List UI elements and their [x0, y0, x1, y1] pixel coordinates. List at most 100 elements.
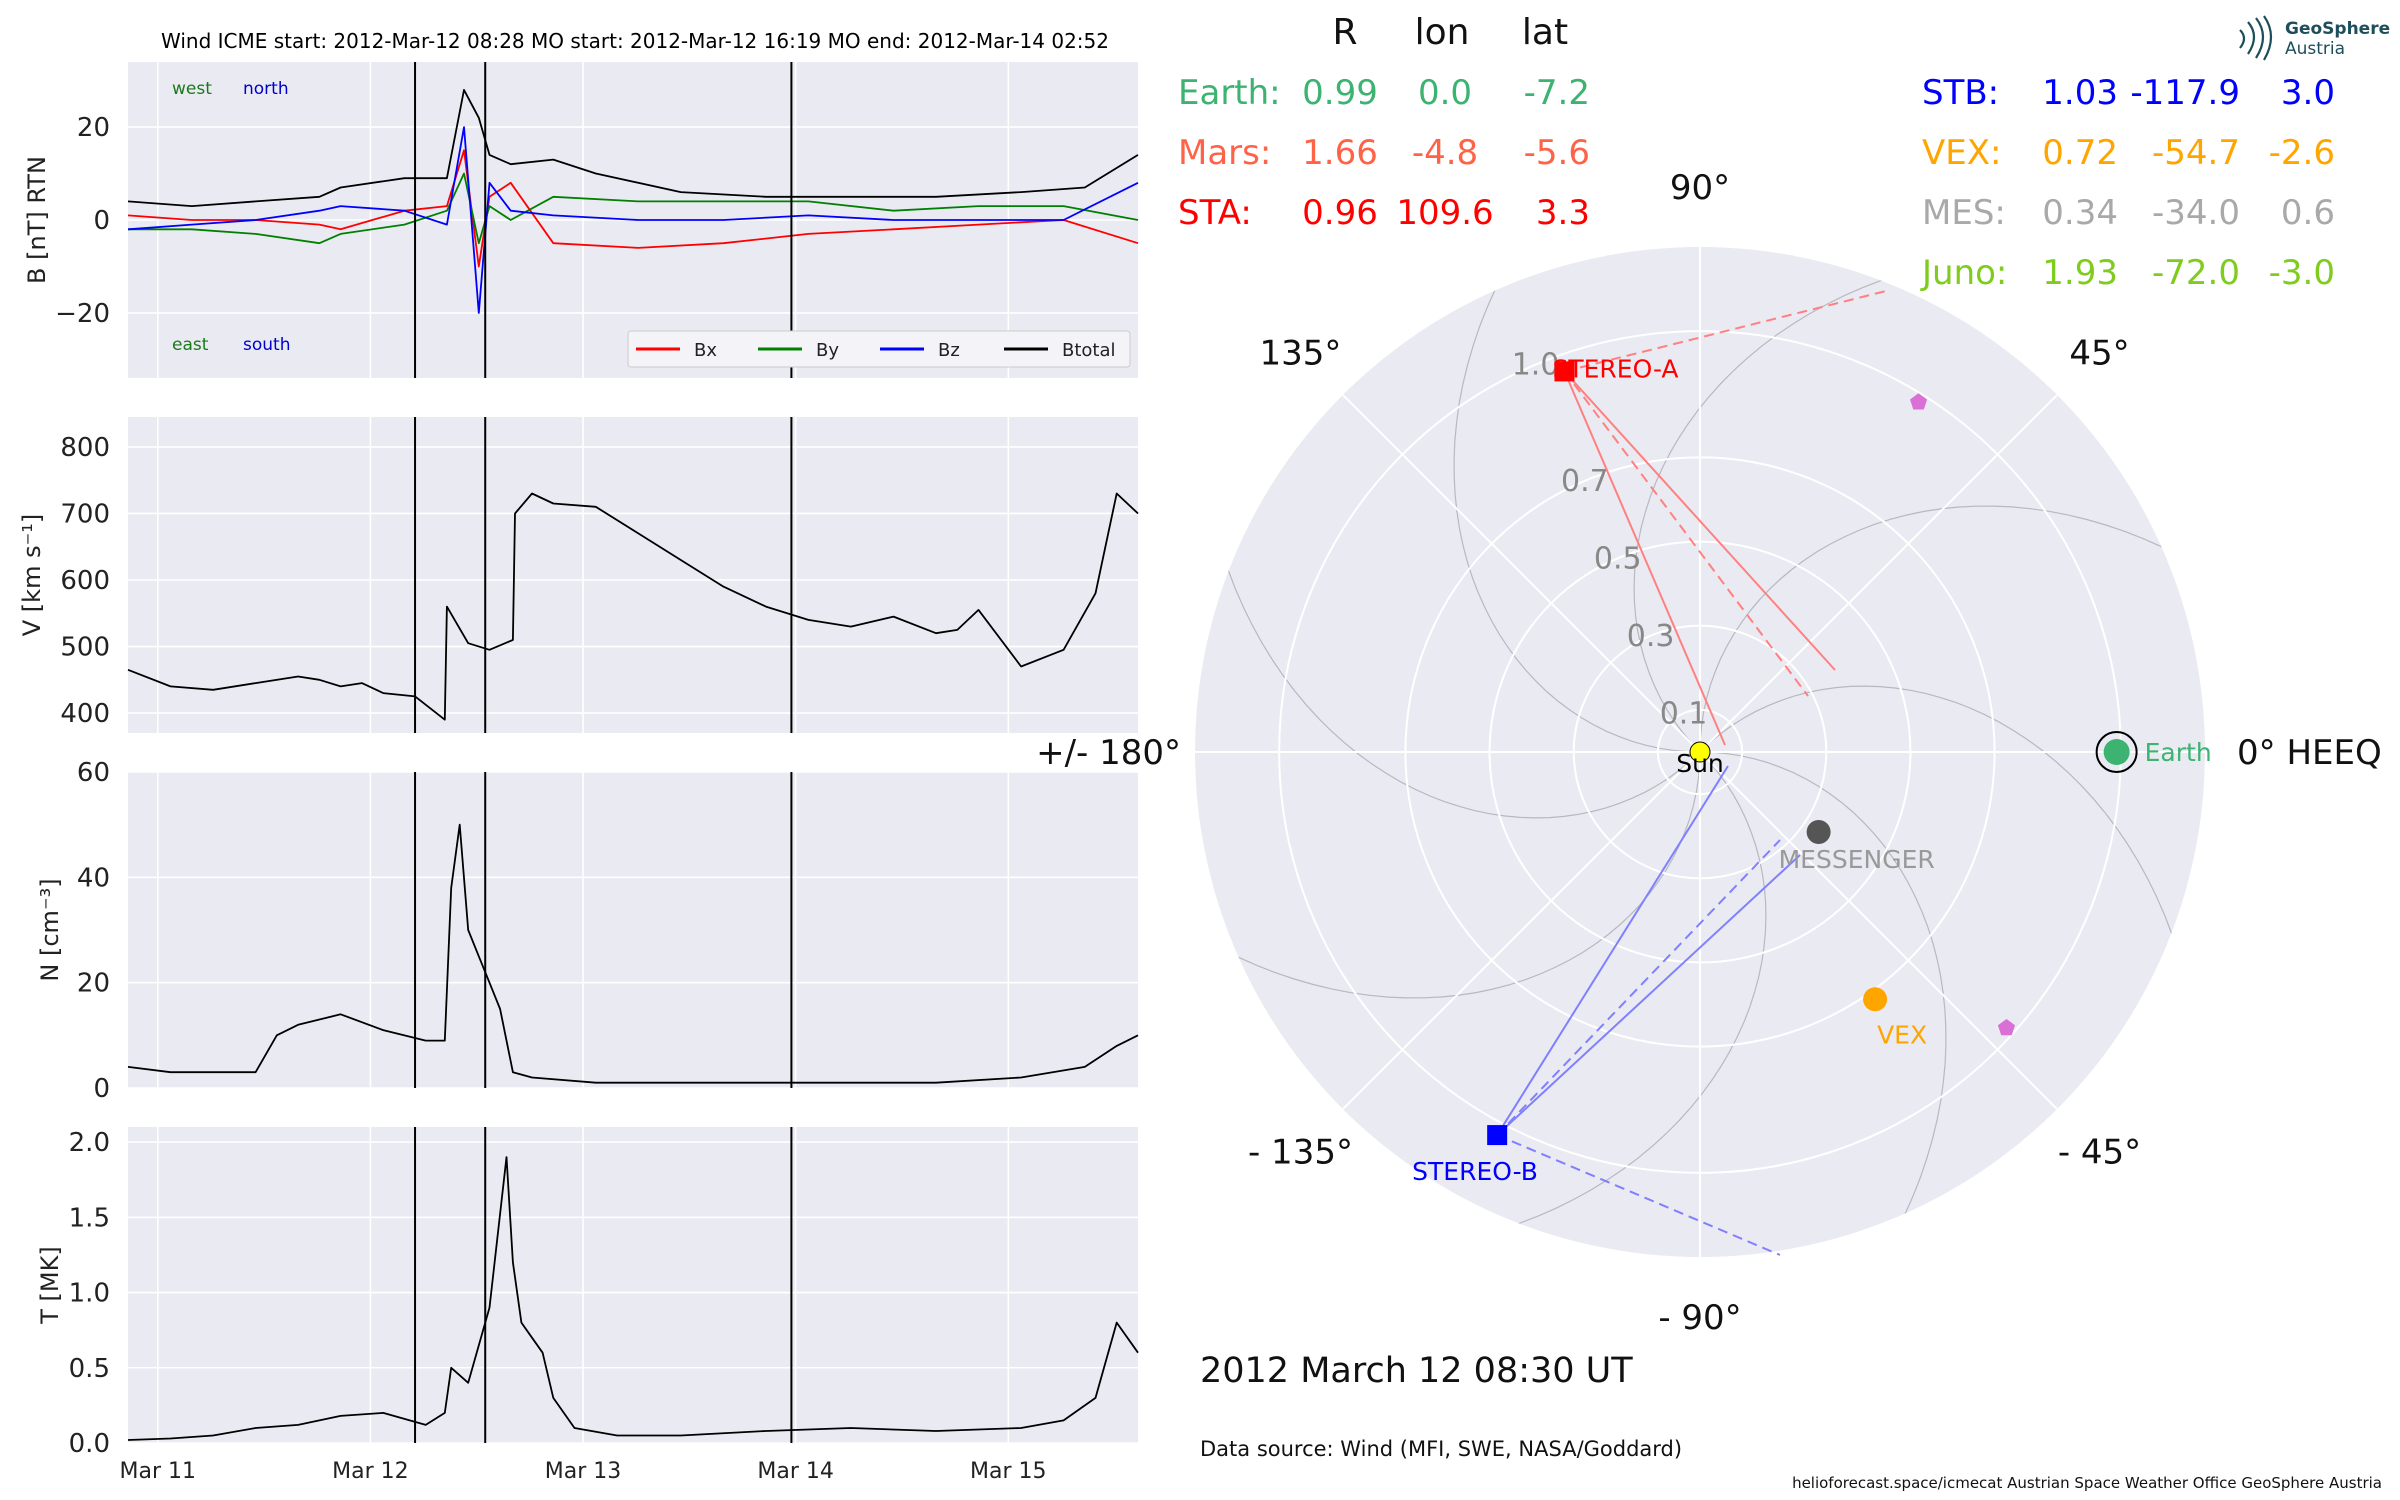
panel-0-ytick-2: −20 — [55, 299, 110, 329]
spiral-arc-5 — [1209, 507, 1701, 819]
data-source: Data source: Wind (MFI, SWE, NASA/Goddar… — [1200, 1437, 1682, 1461]
messenger-label: MESSENGER — [1779, 845, 1935, 874]
earth-marker — [2103, 739, 2130, 765]
xtick-label-4: Mar 15 — [970, 1459, 1047, 1484]
logo-line2: Austria — [2285, 39, 2345, 59]
logo-line1: GeoSphere — [2285, 19, 2390, 39]
b-field-legend-box — [627, 330, 1131, 368]
polar-grid — [1195, 247, 2205, 1257]
table-left-name-2: STA: — [1178, 193, 1252, 233]
table-right-lat-1: -2.6 — [2269, 133, 2335, 173]
legend-label-bz: Bz — [938, 340, 960, 361]
panel-3-ytick-4: 2.0 — [69, 1128, 110, 1158]
planet-pentagon-marker — [1997, 1019, 2015, 1036]
panel-1-ytick-1: 500 — [60, 633, 110, 663]
spoke-5 — [1342, 751, 1701, 1110]
body-planet-6 — [1910, 393, 1928, 410]
angle-label-4: +/- 180° — [1036, 733, 1181, 773]
table-left-lat-1: -5.6 — [1524, 133, 1590, 173]
table-left-r-2: 0.96 — [1302, 193, 1378, 233]
density-ylabel: N [cm⁻³] — [36, 878, 64, 981]
body-sun-0: Sun — [1676, 741, 1724, 778]
table-right-r-0: 1.03 — [2042, 73, 2118, 113]
series-by-line — [128, 172, 1139, 245]
spoke-3 — [1342, 394, 1701, 753]
xtick-label-0: Mar 11 — [120, 1459, 197, 1484]
angle-label-3: 135° — [1260, 333, 1342, 373]
series-t-line — [127, 1156, 1139, 1441]
figure-title: Wind ICME start: 2012-Mar-12 08:28 MO st… — [161, 29, 1109, 53]
sun-marker — [1689, 741, 1711, 763]
panel-2-ytick-0: 0 — [93, 1074, 110, 1104]
panel-0-ytick-1: 0 — [93, 206, 110, 236]
radial-tick-label-2: 0.5 — [1594, 541, 1642, 576]
panel-3-ytick-3: 1.5 — [69, 1203, 110, 1233]
annotation-east: east — [172, 335, 209, 355]
table-left-name-0: Earth: — [1178, 73, 1281, 113]
table-right-lat-0: 3.0 — [2281, 73, 2335, 113]
body-vex-4: VEX — [1863, 987, 1927, 1049]
time-label: 2012 March 12 08:30 UT — [1200, 1351, 1633, 1391]
temperature-panel: T [MK] 0.0 0.5 1.0 1.5 2.0 — [36, 1127, 1139, 1459]
stb-fov-line-2 — [1496, 854, 1801, 1136]
panel-3-ytick-2: 1.0 — [69, 1279, 110, 1309]
spiral-arc-0 — [1699, 751, 1947, 1257]
b-field-panel: B [nT] RTN west north east south 200−20 … — [23, 62, 1139, 378]
spiral-arc-4 — [1453, 247, 1701, 753]
messenger-marker — [1806, 820, 1831, 845]
stereo-a-label: STEREO-A — [1552, 354, 1678, 383]
sta-fov-line-2 — [1563, 370, 1836, 671]
table-right-r-1: 0.72 — [2042, 133, 2118, 173]
table-left-lon-0: 0.0 — [1418, 73, 1472, 113]
angle-label-5: - 135° — [1248, 1133, 1353, 1173]
annotation-west: west — [172, 79, 212, 99]
xtick-label-2: Mar 13 — [545, 1459, 622, 1484]
angle-label-1: 45° — [2069, 333, 2129, 373]
table-right-lat-3: -3.0 — [2269, 253, 2335, 293]
stereo-b-label: STEREO-B — [1412, 1157, 1538, 1186]
spiral-arc-2 — [1699, 505, 2205, 753]
xtick-label-1: Mar 12 — [332, 1459, 409, 1484]
polar-orbit-plot: 0.1 0.3 0.5 0.7 1.0 0° HEEQ 45° 90° 135° +/- 180°… — [1036, 168, 2382, 1338]
table-header-lat: lat — [1522, 12, 1568, 53]
table-right-lat-2: 0.6 — [2281, 193, 2335, 233]
density-panel-bg — [128, 772, 1138, 1088]
panel-3-ytick-0: 0.0 — [69, 1429, 110, 1459]
sta-fov-dashed — [1563, 370, 1809, 697]
table-right-lon-0: -117.9 — [2130, 73, 2240, 113]
table-right-lon-3: -72.0 — [2152, 253, 2240, 293]
spiral-arc-7 — [1455, 751, 1767, 1243]
sta-fov-line-1 — [1563, 371, 1726, 746]
table-header-lon: lon — [1415, 12, 1470, 53]
series-v-line — [127, 492, 1139, 721]
panel-1-ytick-4: 800 — [60, 433, 110, 463]
panel-2-ytick-2: 40 — [77, 863, 110, 893]
stb-fov-dashed — [1496, 839, 1781, 1136]
table-right-lon-2: -34.0 — [2152, 193, 2240, 233]
series-bx-line — [127, 149, 1139, 268]
table-left-lon-2: 109.6 — [1396, 193, 1493, 233]
legend-label-by: By — [816, 340, 839, 361]
series-btotal-line — [127, 89, 1139, 208]
radial-tick-label-0: 0.1 — [1660, 696, 1708, 731]
table-right-name-0: STB: — [1922, 73, 1999, 113]
xtick-label-3: Mar 14 — [757, 1459, 834, 1484]
legend-label-bx: Bx — [694, 340, 717, 361]
spiral-arc-3 — [1633, 261, 1945, 753]
stereo-b-marker — [1487, 1125, 1508, 1146]
geosphere-logo-icon — [2239, 15, 2273, 61]
table-right-name-2: MES: — [1922, 193, 2006, 233]
radial-tick-label-4: 1.0 — [1512, 348, 1560, 383]
stb-fov-line-1 — [1496, 765, 1729, 1136]
table-header-r: R — [1332, 12, 1357, 53]
spiral-arc-1 — [1699, 685, 2191, 997]
panel-1-ytick-0: 400 — [60, 699, 110, 729]
table-right-r-3: 1.93 — [2042, 253, 2118, 293]
temperature-panel-bg — [128, 1127, 1138, 1443]
table-right-name-1: VEX: — [1922, 133, 2002, 173]
panel-1-ytick-2: 600 — [60, 566, 110, 596]
panel-0-ytick-0: 20 — [77, 113, 110, 143]
earth-label: Earth — [2145, 738, 2212, 767]
series-n-line — [127, 823, 1139, 1084]
